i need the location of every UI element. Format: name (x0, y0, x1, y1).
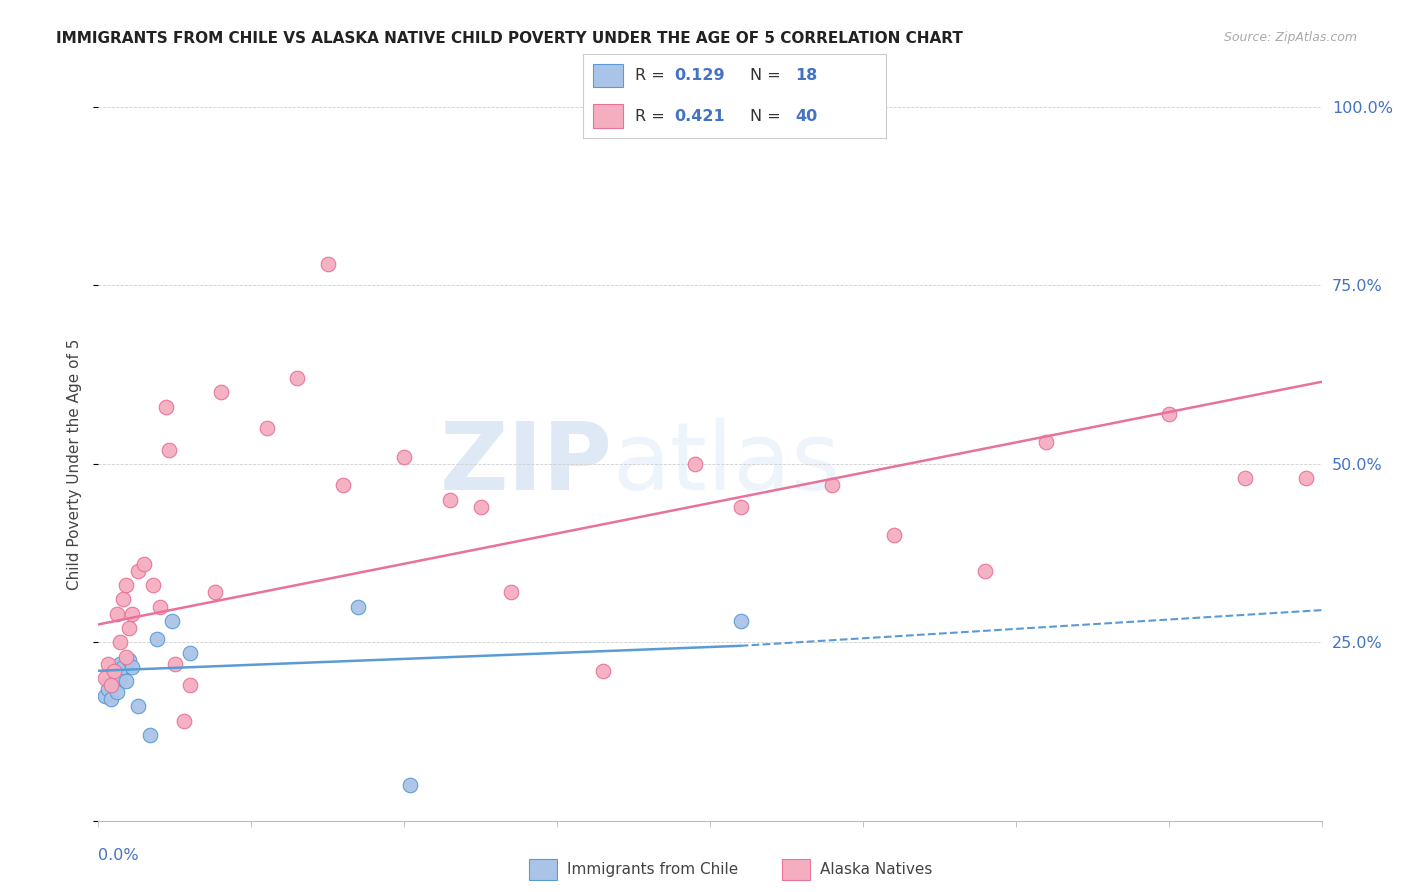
Bar (592, 63, 623, 87)
Point (108, 671, 131, 685)
Point (97, 657, 120, 671)
Text: Alaska Natives: Alaska Natives (820, 863, 932, 877)
Point (111, 592, 134, 607)
Point (179, 646, 201, 660)
Point (1035, 435, 1057, 450)
Point (118, 653, 141, 667)
Point (883, 528, 905, 542)
Point (100, 678, 122, 692)
Point (163, 657, 186, 671)
Bar (782, 859, 810, 880)
Point (105, 607, 128, 621)
Point (127, 699, 149, 714)
Point (316, 257, 339, 271)
Point (821, 478, 844, 492)
Point (111, 660, 134, 674)
Point (115, 578, 138, 592)
Point (1234, 471, 1257, 485)
Point (108, 657, 131, 671)
Point (592, 664, 614, 678)
Point (100, 692, 122, 706)
Text: 40: 40 (796, 109, 817, 124)
Text: R =: R = (636, 109, 669, 124)
Y-axis label: Child Poverty Under the Age of 5: Child Poverty Under the Age of 5 (67, 338, 83, 590)
Point (93, 671, 115, 685)
Text: atlas: atlas (612, 417, 841, 510)
Point (332, 478, 354, 492)
Point (105, 685, 128, 699)
Point (115, 674, 138, 689)
Point (256, 421, 278, 435)
Point (108, 635, 131, 649)
Point (974, 564, 997, 578)
Point (157, 442, 180, 457)
Point (103, 664, 125, 678)
Point (204, 585, 226, 599)
Text: R =: R = (636, 68, 669, 83)
Text: 18: 18 (796, 68, 817, 83)
Bar (592, 104, 623, 128)
Point (1157, 407, 1180, 421)
Point (121, 660, 143, 674)
Point (155, 400, 177, 414)
Point (115, 649, 138, 664)
Point (160, 614, 183, 628)
Point (730, 614, 752, 628)
Point (179, 678, 201, 692)
Point (149, 599, 172, 614)
Point (127, 564, 149, 578)
Point (209, 385, 232, 400)
Text: ZIP: ZIP (439, 417, 612, 510)
Point (470, 500, 492, 514)
Bar (529, 859, 557, 880)
Text: 0.0%: 0.0% (98, 848, 139, 863)
Point (139, 728, 162, 742)
Point (97, 681, 120, 696)
Point (1295, 471, 1317, 485)
Text: IMMIGRANTS FROM CHILE VS ALASKA NATIVE CHILD POVERTY UNDER THE AGE OF 5 CORRELAT: IMMIGRANTS FROM CHILE VS ALASKA NATIVE C… (56, 31, 963, 46)
Text: Source: ZipAtlas.com: Source: ZipAtlas.com (1223, 31, 1357, 45)
Point (134, 557, 156, 571)
Point (683, 457, 706, 471)
Point (93, 689, 115, 703)
Point (145, 632, 167, 646)
Text: N =: N = (749, 68, 786, 83)
Point (121, 607, 143, 621)
Point (173, 714, 195, 728)
Point (392, 450, 416, 464)
Point (347, 599, 370, 614)
Text: Immigrants from Chile: Immigrants from Chile (567, 863, 738, 877)
Text: 0.129: 0.129 (675, 68, 725, 83)
Point (730, 500, 752, 514)
Point (501, 585, 523, 599)
Point (285, 371, 308, 385)
Point (142, 578, 165, 592)
Point (399, 778, 422, 792)
Point (103, 678, 125, 692)
Text: 0.421: 0.421 (675, 109, 725, 124)
Text: N =: N = (749, 109, 786, 124)
Point (118, 621, 141, 635)
Point (439, 492, 461, 507)
